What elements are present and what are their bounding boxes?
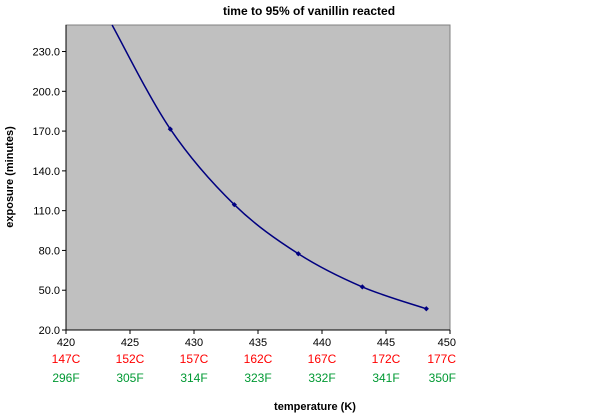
chart-title: time to 95% of vanillin reacted xyxy=(223,4,395,18)
fahrenheit-label: 296F xyxy=(52,371,79,385)
fahrenheit-label: 305F xyxy=(116,371,143,385)
celsius-label: 162C xyxy=(244,352,273,366)
y-tick-label: 230.0 xyxy=(32,47,60,59)
celsius-label: 157C xyxy=(180,352,209,366)
data-point xyxy=(295,251,301,257)
x-tick-label: 445 xyxy=(377,337,395,349)
y-axis-title: exposure (minutes) xyxy=(4,126,16,228)
celsius-label: 147C xyxy=(52,352,81,366)
x-axis-ticks: 420 425 430 435 440 445 450 xyxy=(57,329,456,349)
y-tick-label: 140.0 xyxy=(32,166,60,178)
x-tick-label: 440 xyxy=(313,337,331,349)
fahrenheit-label: 332F xyxy=(308,371,335,385)
x-tick-label: 450 xyxy=(438,337,456,349)
celsius-labels: 147C 152C 157C 162C 167C 172C 177C xyxy=(52,352,457,366)
y-tick-label: 50.0 xyxy=(39,285,60,297)
data-point xyxy=(423,306,429,312)
y-tick-label: 170.0 xyxy=(32,126,60,138)
fahrenheit-labels: 296F 305F 314F 323F 332F 341F 350F xyxy=(52,371,456,385)
celsius-label: 152C xyxy=(116,352,145,366)
y-tick-label: 20.0 xyxy=(39,325,60,337)
celsius-label: 167C xyxy=(308,352,337,366)
fahrenheit-label: 350F xyxy=(429,371,456,385)
y-tick-label: 80.0 xyxy=(39,245,60,257)
data-point xyxy=(359,284,365,290)
data-point xyxy=(167,126,173,132)
y-tick-label: 110.0 xyxy=(33,206,60,218)
x-tick-label: 435 xyxy=(249,337,267,349)
fahrenheit-label: 323F xyxy=(244,371,271,385)
data-point xyxy=(231,202,237,208)
celsius-label: 177C xyxy=(427,352,456,366)
x-tick-label: 430 xyxy=(185,337,203,349)
x-tick-label: 420 xyxy=(57,337,75,349)
fahrenheit-label: 341F xyxy=(372,371,399,385)
y-tick-label: 200.0 xyxy=(32,86,60,98)
x-axis-title: temperature (K) xyxy=(274,401,356,413)
x-tick-label: 425 xyxy=(121,337,139,349)
fahrenheit-label: 314F xyxy=(180,371,207,385)
data-points xyxy=(167,126,429,312)
celsius-label: 172C xyxy=(372,352,401,366)
series-line xyxy=(111,24,427,310)
plot-area xyxy=(65,24,451,331)
y-axis-ticks: 20.0 50.0 80.0 110.0 140.0 170.0 200.0 230.0 xyxy=(32,25,67,337)
